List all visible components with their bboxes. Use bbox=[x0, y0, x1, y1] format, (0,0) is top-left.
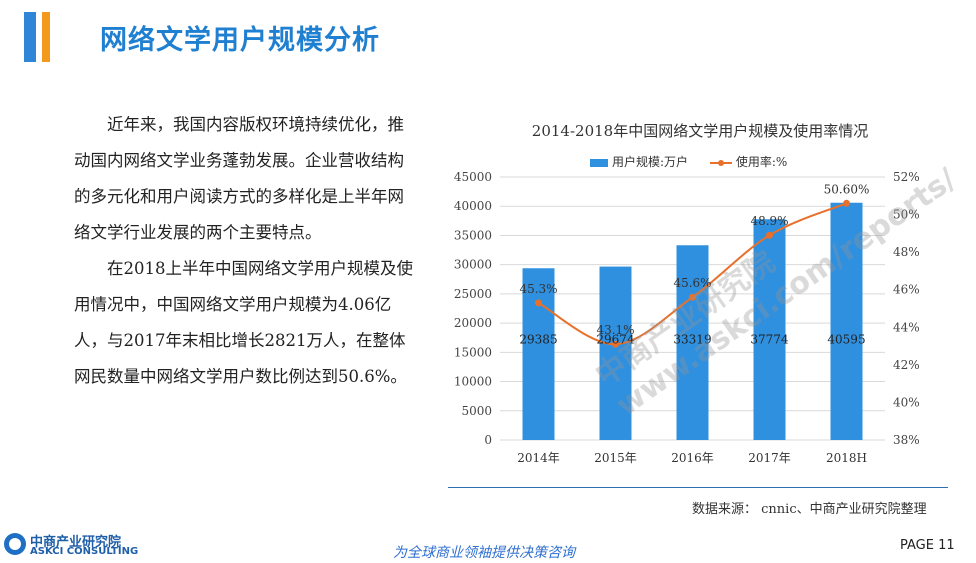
paragraph-1: 近年来，我国内容版权环境持续优化，推动国内网络文学业务蓬勃发展。企业营收结构的多… bbox=[74, 115, 404, 242]
bar bbox=[830, 202, 863, 440]
y-left-tick-label: 35000 bbox=[454, 228, 492, 242]
divider bbox=[448, 487, 948, 488]
logo-mark-icon bbox=[4, 533, 26, 555]
y-right-tick-label: 42% bbox=[893, 358, 920, 372]
body-text: 近年来，我国内容版权环境持续优化，推动国内网络文学业务蓬勃发展。企业营收结构的多… bbox=[74, 107, 414, 395]
x-tick-label: 2017年 bbox=[748, 451, 791, 465]
legend-item-bar: 用户规模:万户 bbox=[590, 153, 688, 170]
bar bbox=[599, 266, 632, 440]
legend-swatch-line bbox=[709, 159, 732, 166]
usage-rate-label: 48.9% bbox=[750, 214, 788, 228]
y-right-tick-label: 46% bbox=[893, 283, 920, 297]
y-right-tick-label: 44% bbox=[893, 320, 920, 334]
accent-bar-orange bbox=[42, 12, 50, 62]
y-left-tick-label: 25000 bbox=[454, 287, 492, 301]
page-title: 网络文学用户规模分析 bbox=[100, 25, 380, 56]
bar bbox=[753, 219, 786, 440]
x-tick-label: 2018H bbox=[826, 451, 867, 465]
usage-rate-point bbox=[843, 199, 850, 207]
y-right-tick-label: 40% bbox=[893, 395, 920, 409]
bar bbox=[676, 245, 709, 440]
y-right-tick-label: 52% bbox=[893, 170, 920, 184]
y-left-tick-label: 30000 bbox=[454, 258, 492, 272]
x-tick-label: 2016年 bbox=[671, 451, 714, 465]
usage-rate-point bbox=[612, 340, 619, 348]
y-left-tick-label: 0 bbox=[484, 433, 492, 447]
y-left-tick-label: 10000 bbox=[454, 375, 492, 389]
bar-value-label: 40595 bbox=[827, 333, 865, 347]
logo-name-cn: 中商产业研究院 bbox=[30, 535, 122, 550]
legend-label-line: 使用率:% bbox=[735, 155, 788, 169]
usage-rate-label: 45.6% bbox=[673, 276, 711, 290]
usage-rate-label: 45.3% bbox=[519, 282, 557, 296]
usage-rate-point bbox=[535, 299, 542, 307]
legend-swatch-bar bbox=[590, 158, 608, 167]
footer-slogan: 为全球商业领袖提供决策咨询 bbox=[393, 545, 575, 561]
legend-label-bar: 用户规模:万户 bbox=[612, 155, 689, 169]
data-source: 数据来源： cnnic、中商产业研究院整理 bbox=[692, 502, 927, 517]
y-right-tick-label: 48% bbox=[893, 245, 920, 259]
logo-name-en: ASKCI CONSULTING bbox=[30, 546, 139, 557]
usage-rate-label: 50.60% bbox=[824, 182, 870, 196]
bar-value-label: 29385 bbox=[519, 333, 557, 347]
page-number: PAGE 11 bbox=[900, 538, 955, 553]
paragraph-2: 在2018上半年中国网络文学用户规模及使用情况中，中国网络文学用户规模为4.06… bbox=[74, 259, 413, 386]
bar-value-label: 37774 bbox=[750, 333, 789, 347]
usage-rate-point bbox=[766, 231, 773, 239]
y-left-tick-label: 40000 bbox=[454, 199, 492, 213]
usage-rate-label: 43.1% bbox=[596, 323, 634, 337]
y-right-tick-label: 38% bbox=[893, 433, 920, 447]
y-left-tick-label: 45000 bbox=[454, 170, 492, 184]
y-left-tick-label: 5000 bbox=[461, 404, 492, 418]
y-right-tick-label: 50% bbox=[893, 208, 920, 222]
bar bbox=[522, 268, 555, 440]
usage-rate-point bbox=[689, 293, 696, 301]
x-tick-label: 2015年 bbox=[594, 451, 637, 465]
legend-item-line: 使用率:% bbox=[709, 153, 788, 170]
y-left-tick-label: 15000 bbox=[454, 345, 492, 359]
x-tick-label: 2014年 bbox=[517, 451, 560, 465]
bar-value-label: 33319 bbox=[673, 333, 711, 347]
y-left-tick-label: 20000 bbox=[454, 316, 492, 330]
company-logo: 中商产业研究院 ASKCI CONSULTING bbox=[4, 531, 138, 559]
chart-title: 2014-2018年中国网络文学用户规模及使用率情况 bbox=[531, 122, 869, 140]
accent-bar-blue bbox=[24, 12, 36, 62]
chart-legend: 用户规模:万户 使用率:% bbox=[590, 153, 805, 170]
bar-value-label: 29674 bbox=[596, 333, 635, 347]
combo-chart: 0 5000 10000 15000 20000 25000 30000 35000 40000… bbox=[454, 170, 920, 465]
